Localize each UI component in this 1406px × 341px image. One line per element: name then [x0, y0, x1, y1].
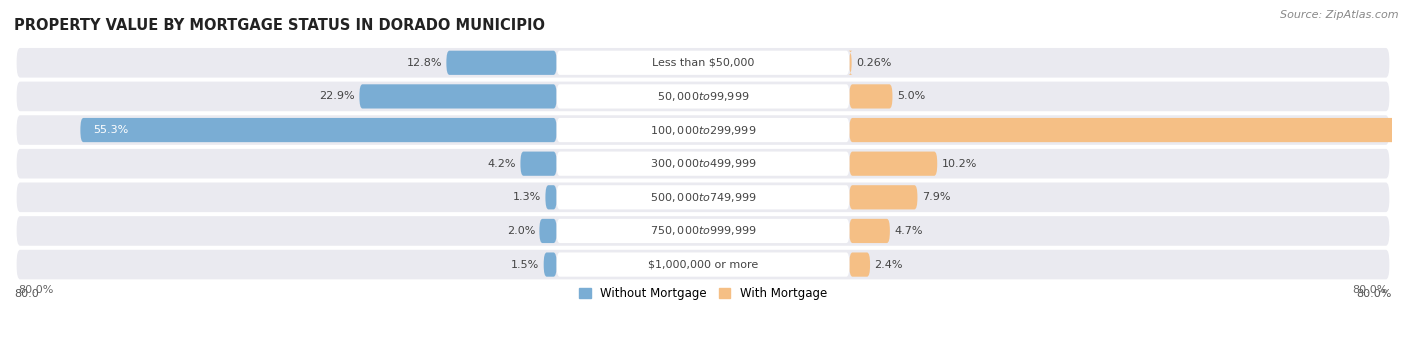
Text: 2.0%: 2.0% [506, 226, 536, 236]
Text: 69.5%: 69.5% [1399, 125, 1406, 135]
FancyBboxPatch shape [546, 185, 557, 209]
Text: 2.4%: 2.4% [875, 260, 903, 270]
Text: 12.8%: 12.8% [406, 58, 441, 68]
Text: $1,000,000 or more: $1,000,000 or more [648, 260, 758, 270]
FancyBboxPatch shape [17, 250, 1389, 279]
Text: 10.2%: 10.2% [942, 159, 977, 169]
FancyBboxPatch shape [557, 84, 849, 108]
FancyBboxPatch shape [557, 219, 849, 243]
FancyBboxPatch shape [17, 81, 1389, 111]
Text: 80.0%: 80.0% [1353, 285, 1388, 295]
FancyBboxPatch shape [557, 185, 849, 209]
Text: 5.0%: 5.0% [897, 91, 925, 101]
Text: $300,000 to $499,999: $300,000 to $499,999 [650, 157, 756, 170]
FancyBboxPatch shape [446, 51, 557, 75]
Text: 7.9%: 7.9% [922, 192, 950, 202]
FancyBboxPatch shape [557, 252, 849, 277]
Text: 4.7%: 4.7% [894, 226, 922, 236]
FancyBboxPatch shape [849, 185, 918, 209]
Text: 22.9%: 22.9% [319, 91, 356, 101]
Text: $50,000 to $99,999: $50,000 to $99,999 [657, 90, 749, 103]
FancyBboxPatch shape [17, 182, 1389, 212]
Text: PROPERTY VALUE BY MORTGAGE STATUS IN DORADO MUNICIPIO: PROPERTY VALUE BY MORTGAGE STATUS IN DOR… [14, 18, 546, 33]
Text: Less than $50,000: Less than $50,000 [652, 58, 754, 68]
Legend: Without Mortgage, With Mortgage: Without Mortgage, With Mortgage [579, 287, 827, 300]
FancyBboxPatch shape [520, 151, 557, 176]
Text: 80.0: 80.0 [14, 289, 39, 299]
Text: 55.3%: 55.3% [93, 125, 128, 135]
FancyBboxPatch shape [17, 149, 1389, 178]
Text: 1.3%: 1.3% [513, 192, 541, 202]
FancyBboxPatch shape [557, 51, 849, 75]
Text: 0.26%: 0.26% [856, 58, 891, 68]
FancyBboxPatch shape [849, 84, 893, 108]
Text: $750,000 to $999,999: $750,000 to $999,999 [650, 224, 756, 237]
FancyBboxPatch shape [17, 216, 1389, 246]
Text: $500,000 to $749,999: $500,000 to $749,999 [650, 191, 756, 204]
Text: 1.5%: 1.5% [512, 260, 540, 270]
Text: 80.0%: 80.0% [18, 285, 53, 295]
FancyBboxPatch shape [557, 118, 849, 142]
FancyBboxPatch shape [849, 219, 890, 243]
FancyBboxPatch shape [557, 151, 849, 176]
FancyBboxPatch shape [849, 51, 852, 75]
Text: 4.2%: 4.2% [488, 159, 516, 169]
FancyBboxPatch shape [849, 118, 1406, 142]
FancyBboxPatch shape [17, 48, 1389, 78]
Text: $100,000 to $299,999: $100,000 to $299,999 [650, 123, 756, 136]
FancyBboxPatch shape [17, 115, 1389, 145]
FancyBboxPatch shape [849, 252, 870, 277]
Text: Source: ZipAtlas.com: Source: ZipAtlas.com [1281, 10, 1399, 20]
FancyBboxPatch shape [540, 219, 557, 243]
FancyBboxPatch shape [80, 118, 557, 142]
Text: 80.0%: 80.0% [1357, 289, 1392, 299]
FancyBboxPatch shape [849, 151, 938, 176]
FancyBboxPatch shape [544, 252, 557, 277]
FancyBboxPatch shape [360, 84, 557, 108]
